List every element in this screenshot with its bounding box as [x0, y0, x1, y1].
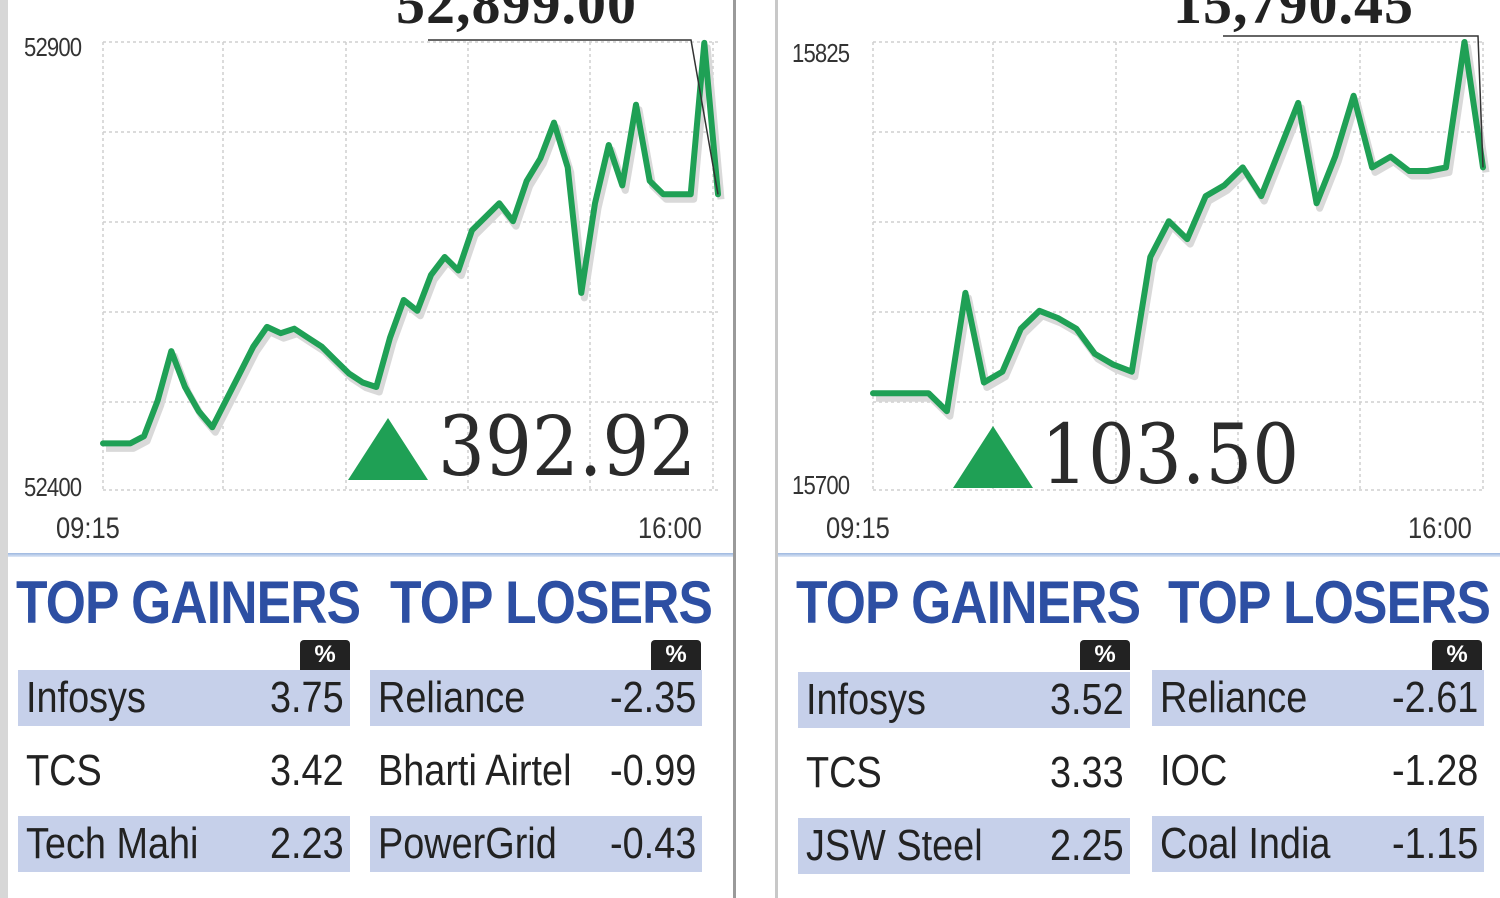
stock-change: -0.43: [609, 819, 696, 868]
stock-change: -1.28: [1391, 746, 1478, 795]
x-tick-end: 16:00: [1408, 512, 1472, 545]
gainer-row: TCS 3.42: [18, 743, 350, 799]
series-line: [100, 39, 721, 447]
losers-title: TOP LOSERS: [1168, 569, 1491, 636]
loser-row: Reliance -2.61: [1152, 670, 1484, 726]
stock-change: 2.25: [1050, 821, 1124, 870]
stock-change: -2.35: [609, 673, 696, 722]
series-line-shadow: [106, 44, 725, 452]
close-value-pointer: [1223, 35, 1484, 168]
stock-change: 3.42: [270, 746, 344, 795]
x-tick-start: 09:15: [826, 512, 890, 545]
stock-name: Reliance: [1160, 673, 1308, 722]
stock-name: Tech Mahi: [26, 819, 199, 868]
loser-row: Bharti Airtel -0.99: [370, 743, 702, 799]
loser-row: IOC -1.28: [1152, 743, 1484, 799]
y-tick-min: 52400: [24, 472, 82, 502]
stock-name: Coal India: [1160, 819, 1331, 868]
nifty-panel: 15,790.45 15825 15700 09:15 16:00 103.50…: [775, 0, 1500, 898]
stock-change: -0.99: [609, 746, 696, 795]
loser-row: PowerGrid -0.43: [370, 816, 702, 872]
x-tick-start: 09:15: [56, 512, 120, 545]
section-divider: [778, 553, 1500, 557]
loser-row: Reliance -2.35: [370, 670, 702, 726]
stock-change: 3.52: [1050, 675, 1124, 724]
sensex-panel: 52,899.00 52900 52400 09:15 16:00 392.92…: [8, 0, 736, 898]
up-arrow-icon: [953, 426, 1033, 488]
gainer-row: Infosys 3.52: [798, 672, 1130, 728]
stock-change: 3.75: [270, 673, 344, 722]
stock-name: Infosys: [26, 673, 146, 722]
stock-name: Bharti Airtel: [378, 746, 572, 795]
losers-percent-badge: %: [1432, 640, 1482, 670]
nifty-close-value: 15,790.45: [1173, 0, 1414, 36]
stock-name: TCS: [26, 746, 102, 795]
y-tick-max: 52900: [24, 32, 82, 62]
stock-change: 3.33: [1050, 748, 1124, 797]
stock-change: 2.23: [270, 819, 344, 868]
sensex-change-value: 392.92: [438, 400, 697, 495]
gainers-title: TOP GAINERS: [796, 569, 1141, 636]
losers-title: TOP LOSERS: [390, 569, 713, 636]
stock-name: IOC: [1160, 746, 1228, 795]
up-arrow-icon: [348, 418, 428, 480]
stock-name: TCS: [806, 748, 882, 797]
stock-name: PowerGrid: [378, 819, 557, 868]
nifty-line-chart: [870, 35, 1490, 491]
page-edge: [0, 0, 8, 898]
stock-name: Infosys: [806, 675, 926, 724]
section-divider: [8, 553, 733, 557]
gainers-percent-badge: %: [1080, 640, 1130, 670]
close-value-pointer: [428, 39, 719, 195]
stock-change: -1.15: [1391, 819, 1478, 868]
stock-name: Reliance: [378, 673, 526, 722]
x-tick-end: 16:00: [638, 512, 702, 545]
gainers-title: TOP GAINERS: [16, 569, 361, 636]
stock-name: JSW Steel: [806, 821, 983, 870]
nifty-change-value: 103.50: [1041, 408, 1300, 503]
losers-percent-badge: %: [651, 640, 701, 670]
loser-row: Coal India -1.15: [1152, 816, 1484, 872]
series-line: [870, 39, 1486, 415]
y-tick-max: 15825: [792, 38, 850, 68]
sensex-line-chart: [100, 39, 725, 491]
gainers-percent-badge: %: [300, 640, 350, 670]
sensex-close-value: 52,899.00: [396, 0, 637, 36]
gainer-row: Infosys 3.75: [18, 670, 350, 726]
gainer-row: TCS 3.33: [798, 745, 1130, 801]
stock-change: -2.61: [1391, 673, 1478, 722]
y-tick-min: 15700: [792, 470, 850, 500]
gainer-row: JSW Steel 2.25: [798, 818, 1130, 874]
gainer-row: Tech Mahi 2.23: [18, 816, 350, 872]
